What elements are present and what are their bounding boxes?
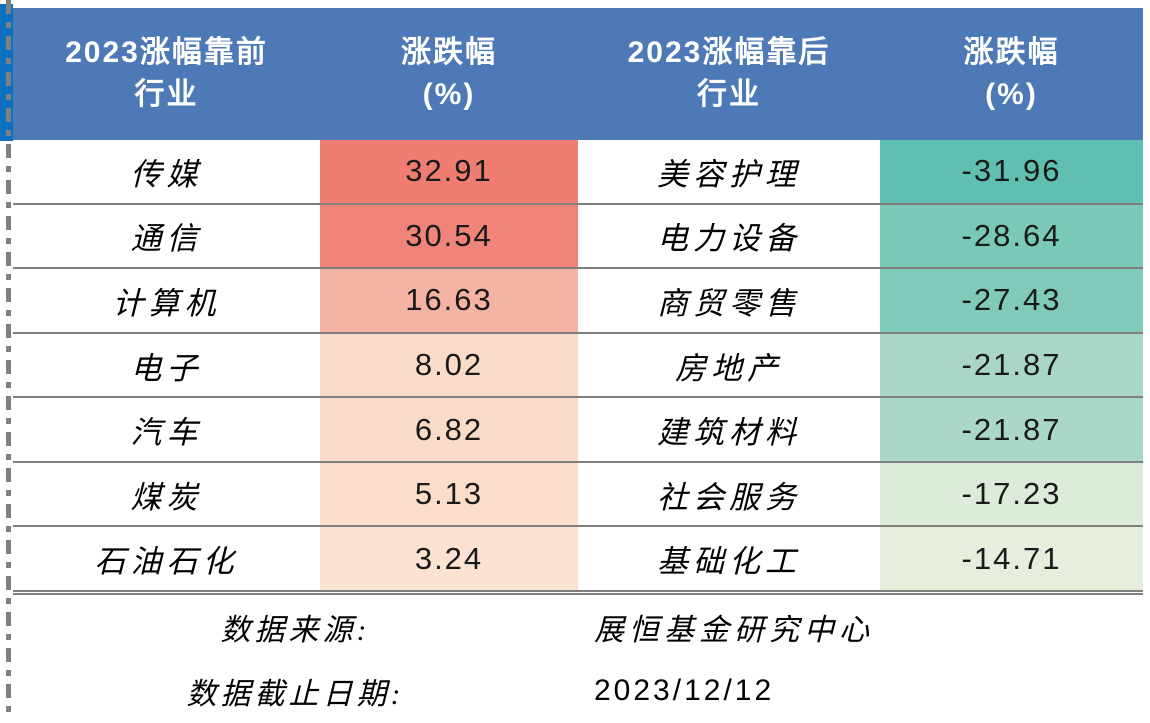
header-text-line: 涨跌幅 — [401, 36, 497, 69]
gainer-industry-cell: 传媒 — [130, 156, 203, 192]
gainer-value-cell: 3.24 — [320, 527, 578, 591]
gainer-value-cell: 32.91 — [320, 140, 578, 203]
header-text-line: 行业 — [697, 78, 761, 111]
header-text-line: (%) — [422, 78, 476, 111]
table-row: 汽车 6.82 建筑材料 -21.87 — [13, 396, 1143, 461]
data-cutoff-date-value: 2023/12/12 — [594, 674, 775, 707]
loser-industry-cell: 商贸零售 — [657, 285, 801, 321]
left-dashed-gridline — [6, 0, 11, 720]
loser-value-cell: -21.87 — [880, 398, 1143, 461]
loser-value-cell: -27.43 — [880, 269, 1143, 332]
header-text-line: (%) — [985, 78, 1038, 111]
gainer-value-cell: 6.82 — [320, 398, 578, 461]
table-row: 煤炭 5.13 社会服务 -17.23 — [13, 460, 1143, 526]
data-source-row: 数据来源: 展恒基金研究中心 — [13, 595, 1143, 659]
loser-value-cell: -28.64 — [880, 204, 1143, 268]
loser-industry-cell: 美容护理 — [657, 156, 801, 192]
table-row: 石油石化 3.24 基础化工 -14.71 — [13, 525, 1143, 591]
table-row: 通信 30.54 电力设备 -28.64 — [13, 202, 1143, 268]
data-cutoff-date-row: 数据截止日期: 2023/12/12 — [13, 659, 1143, 723]
gainer-value-cell: 5.13 — [320, 462, 578, 526]
header-text-line: 涨跌幅 — [963, 36, 1060, 69]
loser-industry-cell: 社会服务 — [657, 479, 801, 515]
data-source-label: 数据来源: — [220, 614, 371, 647]
gainer-industry-cell: 计算机 — [112, 285, 221, 321]
loser-industry-cell: 基础化工 — [657, 544, 801, 580]
gainer-industry-cell: 煤炭 — [130, 479, 203, 515]
gainer-industry-cell: 汽车 — [130, 415, 203, 451]
table-row: 传媒 32.91 美容护理 -31.96 — [13, 140, 1143, 203]
industry-performance-table: 2023涨幅靠前 行业 涨跌幅 (%) 2023涨幅靠后 行业 涨跌幅 (%) … — [13, 8, 1143, 723]
loser-value-cell: -14.71 — [880, 527, 1143, 591]
table-row: 电子 8.02 房地产 -21.87 — [13, 331, 1143, 397]
gainer-industry-cell: 石油石化 — [94, 544, 239, 580]
header-text-line: 2023涨幅靠后 — [627, 36, 831, 69]
data-source-value: 展恒基金研究中心 — [594, 614, 874, 647]
table-body: 传媒 32.91 美容护理 -31.96 通信 30.54 电力设备 -28.6… — [13, 140, 1143, 595]
header-gainer-industry-column: 2023涨幅靠前 行业 — [13, 8, 320, 140]
header-loser-change-column: 涨跌幅 (%) — [880, 8, 1143, 140]
table-row: 计算机 16.63 商贸零售 -27.43 — [13, 267, 1143, 332]
header-loser-industry-column: 2023涨幅靠后 行业 — [578, 8, 880, 140]
loser-industry-cell: 电力设备 — [657, 221, 801, 257]
gainer-value-cell: 16.63 — [320, 269, 578, 332]
gainer-industry-cell: 通信 — [130, 221, 203, 257]
header-text-line: 2023涨幅靠前 — [65, 36, 268, 69]
loser-value-cell: -31.96 — [880, 140, 1143, 203]
gainer-industry-cell: 电子 — [130, 350, 203, 386]
loser-value-cell: -17.23 — [880, 462, 1143, 526]
header-gainer-change-column: 涨跌幅 (%) — [320, 8, 578, 140]
loser-industry-cell: 房地产 — [675, 350, 783, 386]
gainer-value-cell: 8.02 — [320, 333, 578, 397]
table-header-row: 2023涨幅靠前 行业 涨跌幅 (%) 2023涨幅靠后 行业 涨跌幅 (%) — [13, 8, 1143, 140]
loser-industry-cell: 建筑材料 — [657, 415, 801, 451]
loser-value-cell: -21.87 — [880, 333, 1143, 397]
header-text-line: 行业 — [134, 78, 199, 111]
data-cutoff-date-label: 数据截止日期: — [186, 678, 405, 711]
gainer-value-cell: 30.54 — [320, 204, 578, 268]
